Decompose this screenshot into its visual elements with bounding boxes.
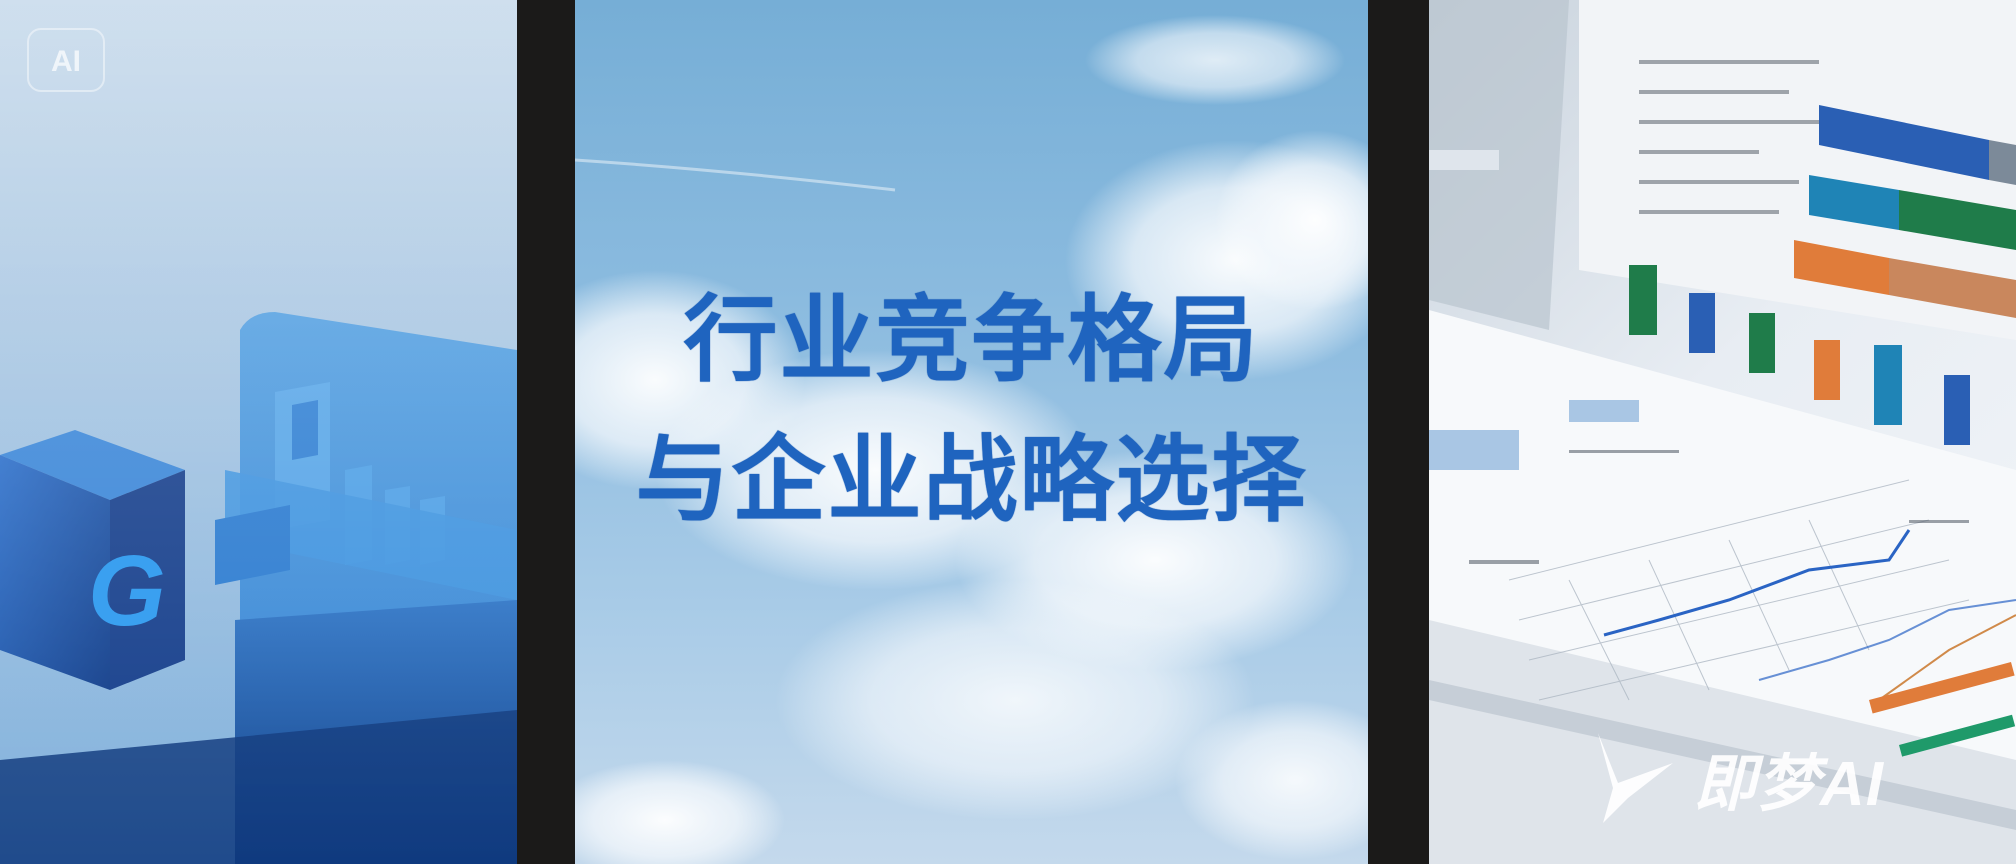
left-image-panel: AI bbox=[0, 0, 517, 864]
title-line-2: 与企业战略选择 bbox=[635, 425, 1308, 535]
right-divider bbox=[1368, 0, 1429, 864]
left-divider bbox=[517, 0, 575, 864]
report-charts-illustration bbox=[1429, 0, 2016, 864]
cloud-background bbox=[575, 15, 1368, 864]
title-block: 行业竞争格局 与企业战略选择 bbox=[575, 270, 1368, 550]
jimeng-logo-icon bbox=[1598, 733, 1673, 823]
cube-g-glyph: G bbox=[88, 535, 166, 647]
ai-badge: AI bbox=[27, 28, 105, 92]
server-rack-illustration: G bbox=[0, 0, 517, 864]
center-title-panel: 行业竞争格局 与企业战略选择 bbox=[575, 0, 1368, 864]
title-line-1: 行业竞争格局 bbox=[683, 285, 1260, 395]
brand-watermark: 即梦AI bbox=[1588, 728, 1884, 828]
right-image-panel: 即梦AI bbox=[1429, 0, 2016, 864]
brand-text: 即梦AI bbox=[1694, 750, 1885, 819]
